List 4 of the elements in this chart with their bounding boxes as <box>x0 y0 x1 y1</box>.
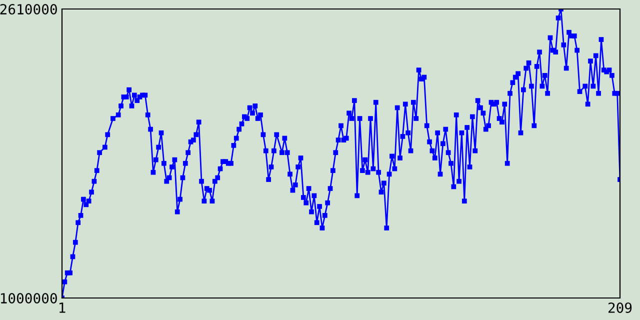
x-tick-label: 1 <box>59 302 66 313</box>
x-tick-label: 209 <box>608 302 632 313</box>
y-tick-label: 1000000 <box>0 293 57 304</box>
y-tick-label: 2610000 <box>0 4 57 15</box>
